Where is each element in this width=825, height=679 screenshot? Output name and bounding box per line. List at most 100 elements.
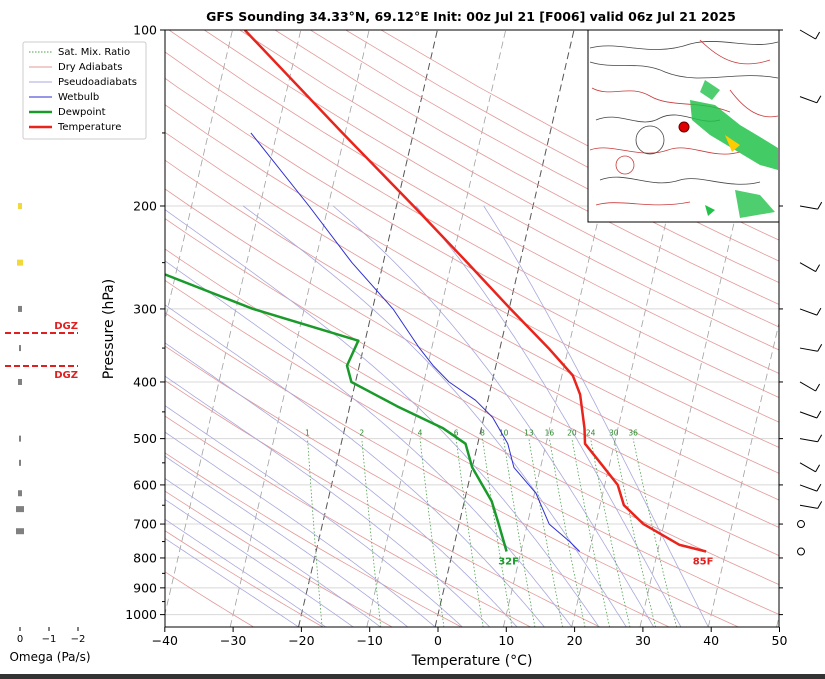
- pseudoadiabat-line: [165, 431, 436, 627]
- omega-tick-0: 0: [17, 634, 23, 645]
- x-tick-label: −10: [357, 633, 383, 648]
- dry-adiabat-line: [239, 30, 779, 328]
- x-tick-label: −30: [220, 633, 246, 648]
- dry-adiabat-line: [310, 30, 779, 283]
- pseudoadiabat-line: [165, 405, 463, 627]
- pseudoadiabat-line: [165, 498, 354, 627]
- omega-bar: [16, 528, 24, 535]
- legend: Sat. Mix. Ratio Dry Adiabats Pseudoadiab…: [22, 41, 147, 140]
- dry-adiabat-line: [165, 380, 601, 627]
- wind-barb-flag: [816, 95, 822, 104]
- dry-adiabat-line: [165, 345, 670, 627]
- inset-map: [587, 29, 780, 223]
- mixing-ratio-label: 10: [499, 429, 509, 438]
- x-axis-label: Temperature (°C): [411, 653, 533, 669]
- legend-label-dry-adiabats: Dry Adiabats: [58, 62, 122, 73]
- omega-bar: [18, 202, 22, 209]
- x-tick-label: 0: [434, 633, 442, 648]
- wind-barb-flag: [815, 264, 821, 272]
- omega-bar: [18, 378, 22, 385]
- dry-adiabat-line: [165, 571, 254, 627]
- omega-axis-label: Omega (Pa/s): [9, 650, 90, 664]
- omega-tick-2: −2: [71, 634, 86, 645]
- x-tick-label: 30: [635, 633, 651, 648]
- legend-box: [22, 41, 147, 140]
- pseudoadiabat-line: [165, 342, 518, 627]
- mixing-ratio-label: 20: [567, 429, 577, 438]
- mixing-ratio-label: 8: [480, 429, 485, 438]
- wind-barb-flag: [816, 307, 822, 316]
- wind-barb-flag: [817, 201, 823, 210]
- dry-adiabat-line: [165, 490, 393, 627]
- inset-map-precip: [690, 80, 778, 218]
- x-tick-label: 50: [772, 633, 788, 648]
- y-tick-label: 800: [133, 550, 157, 565]
- dry-adiabat-line: [165, 131, 779, 474]
- mixing-ratio-line: [503, 438, 536, 627]
- mixing-ratio-label: 6: [454, 429, 459, 438]
- omega-bar: [18, 305, 22, 312]
- pseudoadiabat-line: [165, 260, 573, 627]
- wind-barb: [799, 347, 818, 352]
- pseudoadiabat-line: [165, 455, 409, 627]
- isotherm-line: [434, 30, 575, 627]
- dgz-label-bottom: DGZ: [54, 370, 78, 381]
- wind-barbs: [797, 29, 823, 556]
- dry-adiabat-line: [168, 30, 779, 374]
- wind-barb: [799, 438, 818, 443]
- chart-title: GFS Sounding 34.33°N, 69.12°E Init: 00z …: [206, 9, 736, 24]
- isotherm-line: [165, 30, 233, 322]
- dry-adiabat-line: [165, 279, 779, 615]
- mixing-ratio-line: [419, 438, 445, 627]
- mixing-ratio-label: 1: [305, 429, 310, 438]
- pseudoadiabat-line: [165, 304, 545, 627]
- y-tick-label: 400: [133, 374, 157, 389]
- pseudoadiabat-line: [165, 518, 327, 627]
- isotherm-line: [165, 30, 302, 616]
- dry-adiabat-line: [165, 530, 323, 627]
- y-tick-label: 700: [133, 517, 157, 532]
- bottom-bar: [0, 674, 825, 679]
- pseudoadiabat-line: [165, 375, 491, 627]
- mixing-ratio-line: [528, 438, 563, 627]
- y-tick-label: 1000: [125, 607, 157, 622]
- dgz-label-top: DGZ: [54, 321, 78, 332]
- mixing-ratio-line: [482, 438, 513, 627]
- mixing-ratio-line: [307, 438, 323, 627]
- wind-barb: [799, 29, 816, 40]
- omega-bar: [19, 345, 21, 352]
- omega-bars: [16, 202, 24, 535]
- mixing-ratio-label: 16: [545, 429, 555, 438]
- wind-barb: [799, 381, 816, 392]
- wind-barb: [799, 411, 818, 419]
- dry-adiabat-line: [165, 218, 779, 557]
- profiles: 85F 32F: [165, 30, 713, 568]
- mixing-ratio-label: 36: [628, 429, 638, 438]
- omega-tick-1: −1: [42, 634, 57, 645]
- x-tick-label: 20: [567, 633, 583, 648]
- pseudoadiabat-line: [165, 478, 381, 627]
- y-tick-label: 500: [133, 431, 157, 446]
- dry-adiabat-line: [204, 30, 779, 351]
- isotherm-line: [776, 614, 779, 627]
- mixing-ratio-line: [455, 438, 484, 627]
- calm-wind-circle: [797, 547, 805, 556]
- pseudoadiabat-line: [165, 209, 600, 627]
- calm-wind-circle: [797, 520, 805, 529]
- wind-barb-flag: [817, 434, 823, 443]
- wind-barb: [799, 462, 816, 473]
- mixing-ratio-label: 2: [359, 429, 364, 438]
- wind-barb: [799, 504, 818, 509]
- isotherm-line: [229, 30, 370, 627]
- y-tick-label: 200: [133, 198, 157, 213]
- isotherm-line: [707, 321, 779, 627]
- legend-label-mixing-ratio: Sat. Mix. Ratio: [58, 47, 130, 58]
- surface-dewpoint-label: 32F: [498, 557, 519, 568]
- axes: −40 −30 −20 −10 0 10 20 30 40 50 1000 900 800 700 600 5…: [125, 23, 787, 649]
- wind-barb: [799, 484, 818, 492]
- y-tick-label: 900: [133, 580, 157, 595]
- inset-map-location-marker: [678, 121, 690, 133]
- mixing-ratio-label: 30: [609, 429, 619, 438]
- wind-barb: [799, 308, 818, 316]
